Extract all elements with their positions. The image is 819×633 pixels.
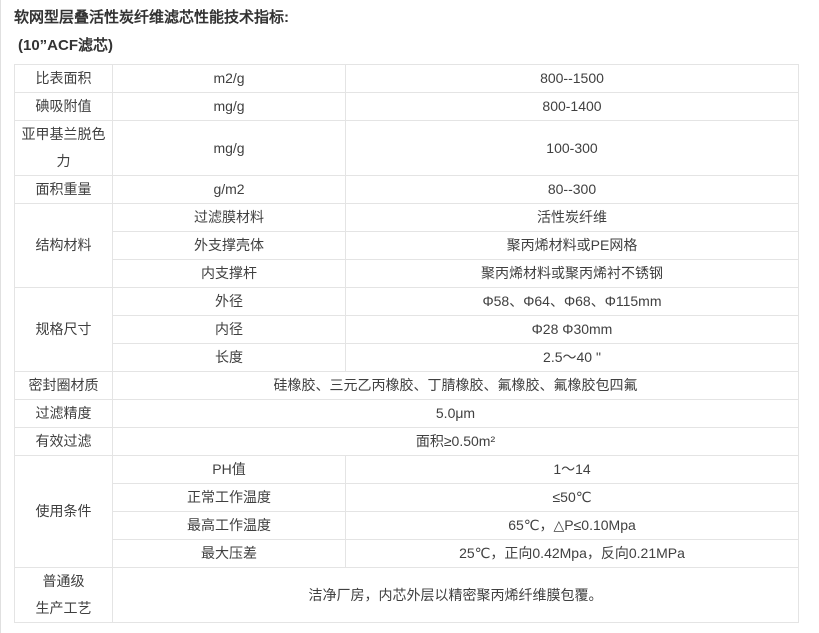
page-title: 软网型层叠活性炭纤维滤芯性能技术指标: — [14, 9, 289, 26]
table-row: 普通级 生产工艺 洁净厂房，内芯外层以精密聚丙烯纤维膜包覆。 — [14, 567, 799, 623]
spec-value-cell: ≤50℃ — [345, 483, 799, 512]
spec-value-cell: 800--1500 — [345, 64, 799, 93]
table-row: 有效过滤 面积≥0.50m² — [14, 427, 799, 456]
spec-table-body: 比表面积 m2/g 800--1500 碘吸附值 mg/g 800-1400 亚甲基兰脱色力… — [14, 64, 799, 623]
spec-value-cell: 1～14 — [345, 455, 799, 484]
table-row: 密封圈材质 硅橡胶、三元乙丙橡胶、丁腈橡胶、氟橡胶、氟橡胶包四氟 — [14, 371, 799, 400]
table-row: 最大压差 25℃，正向0.42Mpa，反向0.21MPa — [15, 539, 799, 568]
spec-name-cell: 有效过滤 — [14, 427, 113, 456]
spec-sub-name-cell: 正常工作温度 — [112, 483, 346, 512]
spec-value-cell: 800-1400 — [345, 92, 799, 121]
spec-name-cell: 使用条件 — [14, 455, 113, 568]
spec-value-cell: 2.5～40 " — [345, 343, 799, 372]
table-row: 亚甲基兰脱色力 mg/g 100-300 — [14, 120, 799, 176]
spec-name-cell: 亚甲基兰脱色力 — [14, 120, 113, 176]
spec-value-cell: 聚丙烯材料或PE网格 — [345, 231, 799, 260]
spec-name-cell: 碘吸附值 — [14, 92, 113, 121]
spec-name-cell: 普通级 生产工艺 — [14, 567, 113, 623]
spec-name-cell: 规格尺寸 — [14, 287, 113, 372]
table-row: 规格尺寸 外径 Φ58、Φ64、Φ68、Φ115mm — [14, 287, 799, 372]
spec-name-cell: 结构材料 — [14, 203, 113, 288]
spec-sub-name-cell: 外支撑壳体 — [112, 231, 346, 260]
table-row: 内径 Φ28 Φ30mm — [15, 315, 799, 344]
spec-value-cell: 面积≥0.50m² — [112, 427, 799, 456]
spec-sub-name-cell: 最大压差 — [112, 539, 346, 568]
spec-value-cell: 100-300 — [345, 120, 799, 176]
table-row: 正常工作温度 ≤50℃ — [15, 483, 799, 512]
spec-name-cell: 密封圈材质 — [14, 371, 113, 400]
page-subtitle: (10”ACF滤芯) — [18, 37, 114, 54]
table-row: 最高工作温度 65℃，△P≤0.10Mpa — [15, 511, 799, 540]
spec-name-cell: 比表面积 — [14, 64, 113, 93]
spec-value-cell: 硅橡胶、三元乙丙橡胶、丁腈橡胶、氟橡胶、氟橡胶包四氟 — [112, 371, 799, 400]
spec-sub-name-cell: 长度 — [112, 343, 346, 372]
spec-sub-name-cell: 内径 — [112, 315, 346, 344]
spec-unit-cell: mg/g — [112, 120, 346, 176]
spec-value-cell: 活性炭纤维 — [345, 203, 799, 232]
table-row: 比表面积 m2/g 800--1500 — [14, 64, 799, 93]
spec-sub-name-cell: 内支撑杆 — [112, 259, 346, 288]
table-row: 外支撑壳体 聚丙烯材料或PE网格 — [15, 231, 799, 260]
spec-value-cell: 5.0μm — [112, 399, 799, 428]
table-row: 使用条件 PH值 1～14 — [14, 455, 799, 568]
table-row: 结构材料 过滤膜材料 活性炭纤维 — [14, 203, 799, 288]
spec-value-cell: Φ28 Φ30mm — [345, 315, 799, 344]
spec-value-cell: Φ58、Φ64、Φ68、Φ115mm — [345, 287, 799, 316]
table-row: 内支撑杆 聚丙烯材料或聚丙烯衬不锈钢 — [15, 259, 799, 288]
spec-value-cell: 洁净厂房，内芯外层以精密聚丙烯纤维膜包覆。 — [112, 567, 799, 623]
spec-value-cell: 聚丙烯材料或聚丙烯衬不锈钢 — [345, 259, 799, 288]
spec-unit-cell: g/m2 — [112, 175, 346, 204]
spec-name-cell: 面积重量 — [14, 175, 113, 204]
table-row: 面积重量 g/m2 80--300 — [14, 175, 799, 204]
spec-value-cell: 80--300 — [345, 175, 799, 204]
spec-sub-name-cell: PH值 — [112, 455, 346, 484]
table-row: 碘吸附值 mg/g 800-1400 — [14, 92, 799, 121]
table-row: 过滤精度 5.0μm — [14, 399, 799, 428]
spec-value-cell: 25℃，正向0.42Mpa，反向0.21MPa — [345, 539, 799, 568]
table-row: 长度 2.5～40 " — [15, 343, 799, 372]
spec-unit-cell: mg/g — [112, 92, 346, 121]
spec-name-cell: 过滤精度 — [14, 399, 113, 428]
spec-table: 比表面积 m2/g 800--1500 碘吸附值 mg/g 800-1400 亚甲基兰脱色力… — [14, 64, 799, 623]
spec-sub-name-cell: 外径 — [112, 287, 346, 316]
spec-sub-name-cell: 最高工作温度 — [112, 511, 346, 540]
spec-unit-cell: m2/g — [112, 64, 346, 93]
spec-sub-name-cell: 过滤膜材料 — [112, 203, 346, 232]
spec-value-cell: 65℃，△P≤0.10Mpa — [345, 511, 799, 540]
